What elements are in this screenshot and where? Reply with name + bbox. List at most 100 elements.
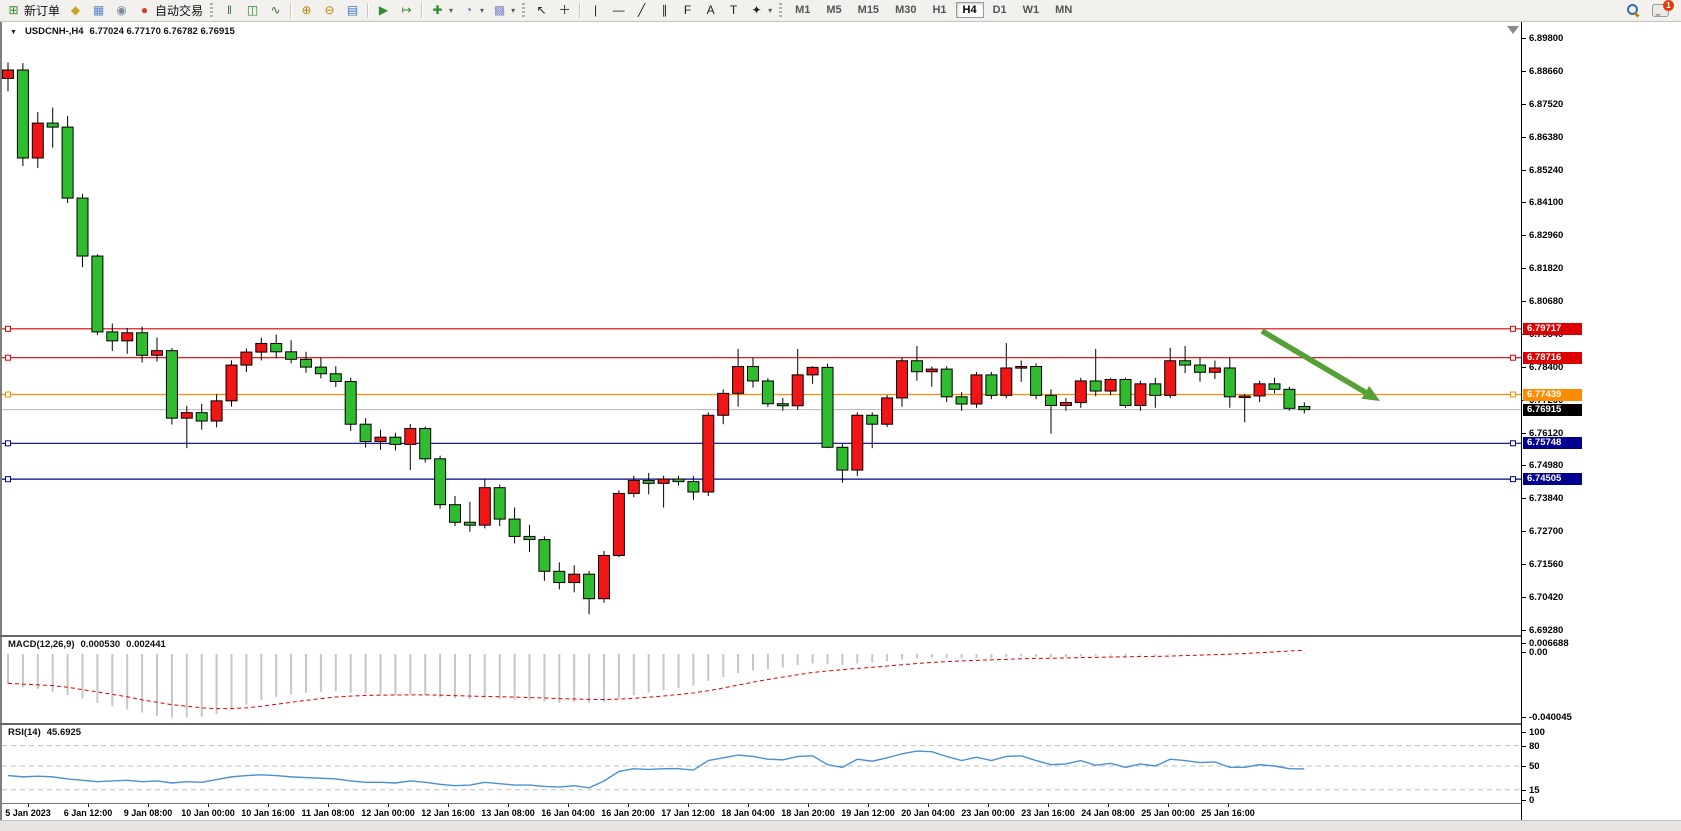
new-order-button-label: 新订单	[24, 3, 61, 18]
chart-menu-arrow-icon[interactable]	[10, 26, 19, 37]
chat-icon[interactable]: 1	[1652, 0, 1674, 17]
price-axis-label: 6.73840	[1529, 493, 1564, 505]
timeframe-mn-button[interactable]: MN	[1055, 4, 1073, 16]
timeframe-m30-button[interactable]: M30	[895, 4, 917, 16]
market-watch-button[interactable]: ◆	[64, 0, 87, 20]
zoom-in-button[interactable]: ⊕	[295, 0, 318, 20]
price-axis-tick	[1522, 531, 1526, 533]
level-price-badge: 6.79717	[1523, 322, 1582, 335]
horizontal-level-line[interactable]	[2, 391, 1521, 398]
candlestick-chart-button[interactable]: ◫	[241, 0, 264, 20]
rsi-axis-label: 50	[1529, 761, 1540, 772]
indicators-button[interactable]: ✚	[426, 0, 457, 20]
toolbar-right-group: 1	[1626, 0, 1679, 17]
ohlc-values-label: 6.77024 6.77170 6.76782 6.76915	[89, 26, 235, 37]
time-axis-label: 13 Jan 08:00	[481, 808, 535, 818]
time-axis-label: 23 Jan 16:00	[1021, 808, 1075, 818]
timeframe-w1-button[interactable]: W1	[1022, 4, 1040, 16]
price-axis-tick	[1522, 629, 1526, 631]
main-toolbar: ⊞ 新订单◆ ▦ ◉ ●自动交易 ‖◫∿ ⊕⊖ ▤ ▶ ↦ ✚◔▩ ↖ ＋ |—╱∥FAT ✦ M1 M5 M1…	[0, 0, 1681, 20]
data-center-button[interactable]: ▦	[87, 0, 110, 20]
timeframe-m15-button[interactable]: M15	[857, 4, 880, 16]
autotrading-button[interactable]: ● 自动交易	[133, 0, 207, 20]
price-axis-label: 6.84100	[1529, 197, 1564, 209]
time-axis-tick	[928, 804, 929, 807]
toolbar-grip[interactable]	[779, 2, 783, 18]
price-chart-plot[interactable]	[2, 24, 1521, 635]
macd-axis-label: 0.006688	[1529, 638, 1569, 649]
tile-windows-icon: ▤	[346, 3, 359, 17]
toolbar-grip[interactable]	[210, 2, 214, 18]
fibonacci-button[interactable]: F	[676, 0, 699, 20]
data-center-icon: ▦	[92, 3, 105, 17]
horizontal-level-line[interactable]	[2, 476, 1521, 483]
tile-windows-button[interactable]: ▤	[341, 0, 364, 20]
vertical-line-button[interactable]: |	[584, 0, 607, 20]
new-order-icon: ⊞	[8, 3, 19, 17]
trend-arrow-annotation[interactable]	[1260, 328, 1380, 401]
price-axis-tick	[1522, 268, 1526, 270]
price-axis-tick	[1522, 136, 1526, 138]
search-icon[interactable]	[1626, 3, 1640, 17]
macd-panel-divider[interactable]	[0, 635, 1681, 637]
horizontal-line-button[interactable]: —	[607, 0, 630, 20]
equidistant-channel-button[interactable]: ∥	[653, 0, 676, 20]
price-axis-tick	[1522, 432, 1526, 434]
zoom-out-button[interactable]: ⊖	[318, 0, 341, 20]
rsi-indicator-label: RSI(14) 45.6925	[8, 727, 81, 738]
signals-icon: ◉	[116, 3, 127, 17]
horizontal-level-line[interactable]	[2, 440, 1521, 447]
toolbar-button-group: ⊞ 新订单 ◆ ▦ ◉ ● 自动交易 ‖ ◫ ∿ ⊕ ⊖ ▤ ▶ ↦ ✚ ◔ ▩ ↖ ＋ | — ╱ ∥ FAT ✦	[2, 0, 787, 20]
timeframe-d1-button[interactable]: D1	[992, 4, 1007, 16]
price-axis-tick	[1522, 596, 1526, 598]
rsi-line	[7, 750, 1305, 789]
time-axis-tick	[268, 804, 269, 807]
arrows-button[interactable]: ✦	[745, 0, 776, 20]
rsi-axis-label: 100	[1529, 727, 1545, 738]
trendline-button[interactable]: ╱	[630, 0, 653, 20]
time-axis-label: 10 Jan 16:00	[241, 808, 295, 818]
new-order-button[interactable]: ⊞ 新订单	[2, 0, 64, 20]
line-chart-button[interactable]: ∿	[264, 0, 287, 20]
cursor-button[interactable]: ↖	[530, 0, 553, 20]
price-axis-border	[1521, 22, 1522, 820]
timeframe-m1-button[interactable]: M1	[795, 4, 811, 16]
rsi-plot[interactable]	[2, 725, 1521, 803]
chart-shift-marker-icon[interactable]	[1507, 26, 1519, 34]
time-axis-label: 25 Jan 00:00	[1141, 808, 1195, 818]
templates-button[interactable]: ▩	[488, 0, 519, 20]
macd-axis-tick	[1522, 643, 1526, 644]
rsi-axis-tick	[1522, 800, 1526, 801]
crosshair-button[interactable]: ＋	[553, 0, 576, 20]
periods-button[interactable]: ◔	[457, 0, 488, 20]
rsi-panel-divider[interactable]	[0, 723, 1681, 725]
crosshair-icon: ＋	[558, 3, 571, 17]
time-axis-label: 12 Jan 16:00	[421, 808, 475, 818]
chart-window[interactable]	[2, 22, 1521, 820]
text-button[interactable]: A	[699, 0, 722, 20]
cursor-icon: ↖	[536, 3, 547, 17]
arrows-icon: ✦	[751, 3, 762, 17]
timeframe-h4-button[interactable]: H4	[955, 2, 984, 18]
toolbar-grip[interactable]	[522, 2, 526, 18]
price-axis-tick	[1522, 169, 1526, 171]
chart-shift-icon: ↦	[401, 3, 412, 17]
macd-axis-tick	[1522, 652, 1526, 653]
bar-chart-button[interactable]: ‖	[218, 0, 241, 20]
time-axis-label: 23 Jan 00:00	[961, 808, 1015, 818]
chart-shift-button[interactable]: ↦	[395, 0, 418, 20]
price-axis-tick	[1522, 70, 1526, 72]
price-axis-label: 6.71560	[1529, 559, 1564, 571]
price-axis-tick	[1522, 103, 1526, 105]
time-axis-label: 25 Jan 16:00	[1201, 808, 1255, 818]
horizontal-level-line[interactable]	[2, 325, 1521, 332]
time-axis: 5 Jan 2023 6 Jan 12:00 9 Jan 08:00 10 Jan 0…	[2, 803, 1521, 821]
auto-scroll-button[interactable]: ▶	[372, 0, 395, 20]
signals-button[interactable]: ◉	[110, 0, 133, 20]
timeframe-m5-button[interactable]: M5	[826, 4, 842, 16]
price-axis: 6.89800 6.88660 6.87520 6.86380 6.85240 6.841…	[1522, 22, 1681, 820]
timeframe-h1-button[interactable]: H1	[932, 4, 947, 16]
text-label-button[interactable]: T	[722, 0, 745, 20]
horizontal-level-line[interactable]	[2, 354, 1521, 361]
macd-plot[interactable]	[2, 637, 1521, 723]
